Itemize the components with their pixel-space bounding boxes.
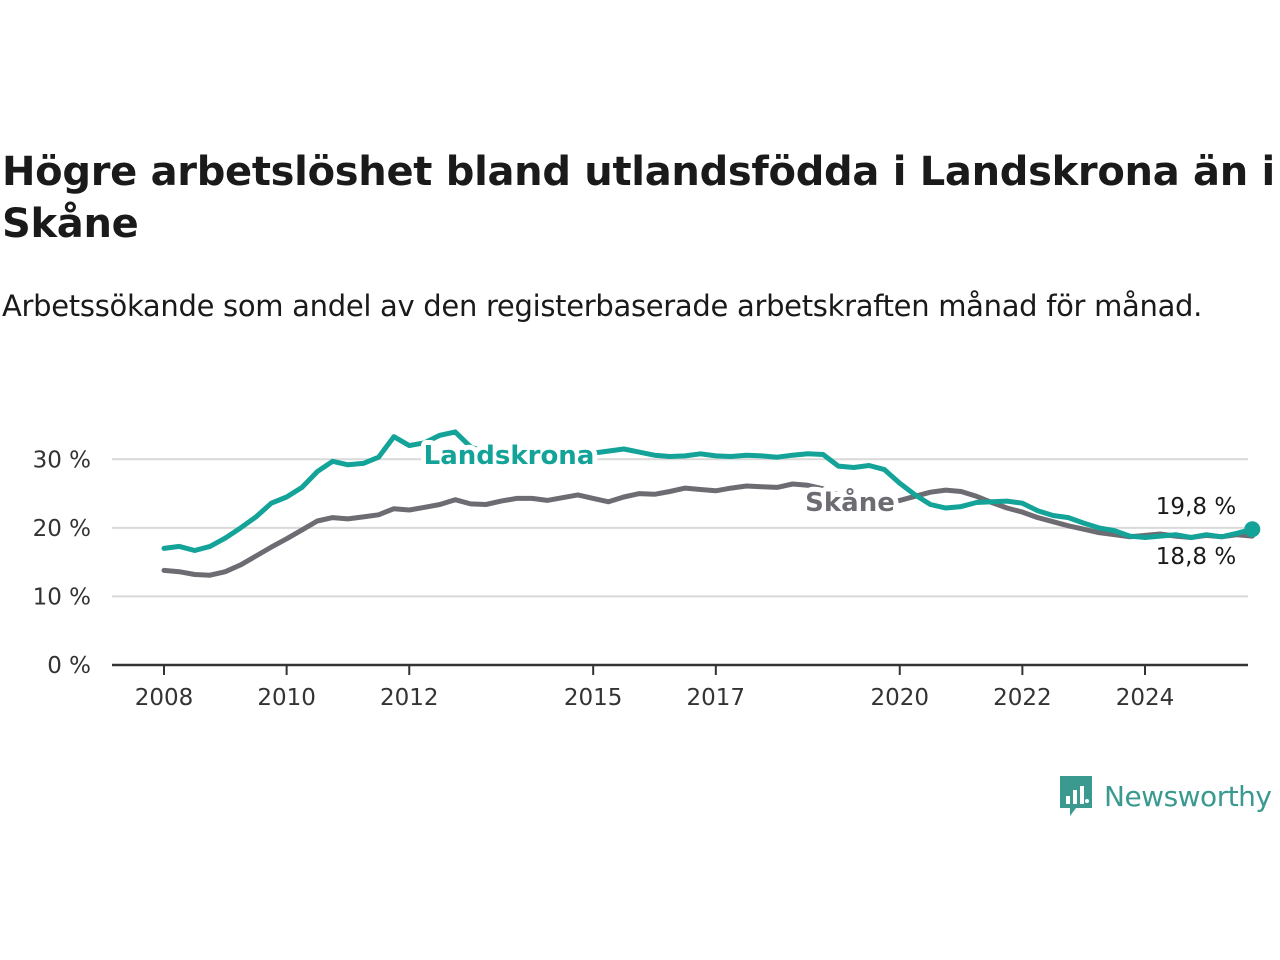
end-label-skane: 18,8 % [1156, 544, 1236, 570]
newsworthy-logo-text: Newsworthy [1104, 779, 1272, 813]
y-tick-label-20: 20 % [33, 516, 91, 542]
end-marker-landskrona [1244, 521, 1261, 538]
x-tick-label-2010: 2010 [257, 685, 316, 711]
x-tick-label-2015: 2015 [564, 685, 623, 711]
end-label-landskrona: 19,8 % [1156, 494, 1236, 520]
y-tick-labels: 0 % 10 % 20 % 30 % [33, 447, 91, 679]
x-tick-label-2017: 2017 [687, 685, 746, 711]
series-label-halo-skane: Skåne [805, 486, 895, 518]
end-markers: 19,8 % 18,8 % [1156, 494, 1261, 570]
chart-subtitle: Arbetssökande som andel av den registerb… [2, 289, 1203, 323]
y-tick-label-0: 0 % [47, 653, 91, 679]
series-label-skane: Skåne [805, 486, 895, 518]
x-tick-label-2008: 2008 [135, 685, 194, 711]
newsworthy-logo-icon [1060, 776, 1092, 816]
x-axis: 2008 2010 2012 2015 2017 2020 2022 2024 [112, 663, 1248, 711]
series-lines [161, 429, 1255, 578]
series-label-halo-landskrona: Landskrona [424, 441, 595, 471]
y-tick-label-10: 10 % [33, 584, 91, 610]
series-label-landskrona: Landskrona [424, 441, 595, 471]
newsworthy-logo: Newsworthy [1058, 774, 1272, 818]
x-tick-label-2012: 2012 [380, 685, 439, 711]
chart-title: Högre arbetslöshet bland utlandsfödda i … [2, 149, 1275, 247]
x-tick-label-2022: 2022 [993, 685, 1052, 711]
series-line-landskrona [161, 429, 1255, 553]
x-tick-label-2024: 2024 [1116, 685, 1175, 711]
x-tick-label-2020: 2020 [870, 685, 929, 711]
series-line-skane [161, 481, 1255, 578]
y-tick-label-30: 30 % [33, 447, 91, 473]
